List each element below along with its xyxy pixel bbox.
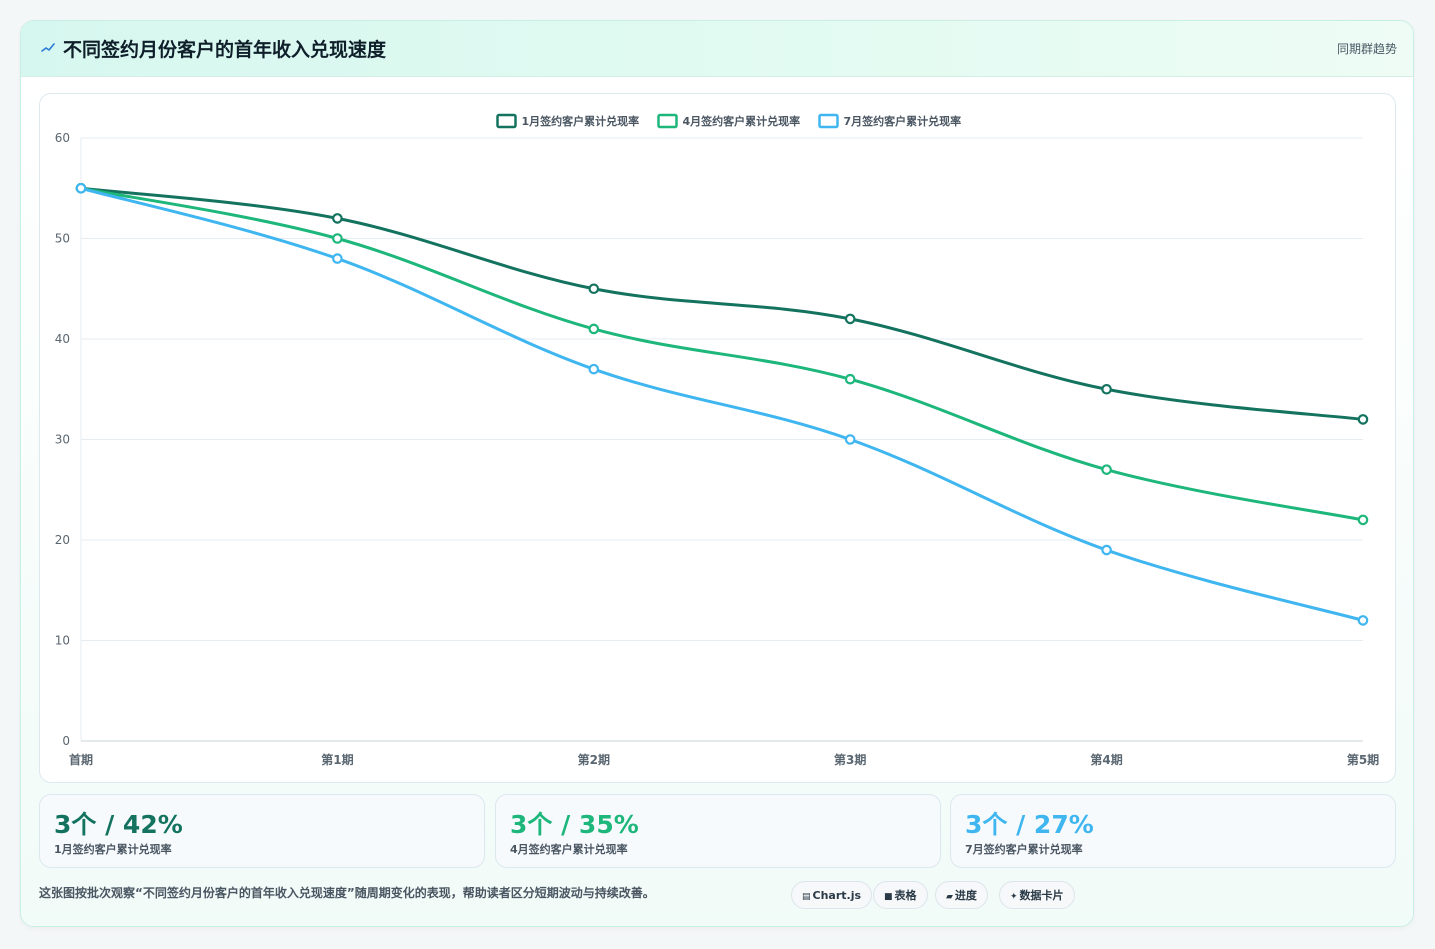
data-point bbox=[1101, 464, 1112, 475]
kpi-row: 3个 / 42% 1月签约客户累计兑现率 3个 / 35% 4月签约客户累计兑现… bbox=[39, 794, 1396, 868]
kpi-label: 1月签约客户累计兑现率 bbox=[54, 843, 172, 856]
data-point bbox=[588, 283, 600, 295]
chart-panel: 0 10 20 30 40 50 60 首期 第1期 第2期 第3期 第4期 第5期 1月签约客户累计兑现… bbox=[39, 93, 1396, 783]
legend-label: 4月签约客户累计兑现率 bbox=[683, 114, 801, 128]
data-point bbox=[844, 434, 856, 445]
chip-label: 数据卡片 bbox=[1019, 889, 1064, 902]
line-chart: 0 10 20 30 40 50 60 首期 第1期 第2期 第3期 第4期 第5期 1月签约客户累计兑现… bbox=[55, 113, 1379, 767]
data-point bbox=[332, 213, 343, 224]
page-title: 不同签约月份客户的首年收入兑现速度 bbox=[63, 39, 387, 61]
chip-chartjs[interactable]: ▤ Chart.js bbox=[791, 881, 873, 909]
chart-card: 不同签约月份客户的首年收入兑现速度 同期群趋势 0 10 20 30 40 50 60 首期 第… bbox=[20, 20, 1414, 927]
kpi-label: 7月签约客户累计兑现率 bbox=[965, 843, 1083, 856]
progress-icon: ▰ bbox=[946, 892, 953, 902]
kpi-value: 3个 / 27% bbox=[965, 810, 1094, 839]
x-tick-label: 第4期 bbox=[1090, 752, 1122, 767]
x-tick-label: 第3期 bbox=[834, 752, 866, 767]
sparkle-icon: ✦ bbox=[1010, 892, 1018, 902]
x-tick-label: 第1期 bbox=[321, 752, 353, 767]
data-point bbox=[1357, 414, 1369, 425]
legend-swatch bbox=[657, 113, 678, 129]
y-tick-label: 40 bbox=[55, 332, 70, 346]
y-tick-label: 50 bbox=[55, 232, 70, 246]
kpi-card-jul: 3个 / 27% 7月签约客户累计兑现率 bbox=[950, 794, 1396, 868]
data-point bbox=[588, 323, 600, 335]
x-tick-label: 首期 bbox=[69, 752, 93, 767]
data-point bbox=[588, 363, 600, 375]
y-tick-label: 60 bbox=[55, 131, 70, 145]
table-icon: ■ bbox=[884, 892, 893, 902]
kpi-card-jan: 3个 / 42% 1月签约客户累计兑现率 bbox=[39, 794, 485, 868]
chip-data-card[interactable]: ✦ 数据卡片 bbox=[999, 881, 1075, 909]
kpi-card-apr: 3个 / 35% 4月签约客户累计兑现率 bbox=[495, 794, 941, 868]
header-tag: 同期群趋势 bbox=[1336, 42, 1397, 56]
y-tick-label: 10 bbox=[55, 634, 70, 648]
x-tick-label: 第5期 bbox=[1347, 752, 1379, 767]
kpi-label: 4月签约客户累计兑现率 bbox=[510, 843, 628, 856]
chip-progress[interactable]: ▰ 进度 bbox=[935, 881, 988, 909]
footer-note: 这张图按批次观察“不同签约月份客户的首年收入兑现速度”随周期变化的表现，帮助读者… bbox=[39, 886, 655, 900]
legend-swatch bbox=[496, 113, 517, 129]
y-tick-label: 30 bbox=[55, 433, 70, 447]
data-point bbox=[332, 253, 343, 264]
chart-icon: ▤ bbox=[802, 892, 811, 902]
legend-label: 7月签约客户累计兑现率 bbox=[844, 114, 962, 128]
data-point bbox=[1357, 514, 1369, 526]
series-line-2 bbox=[79, 186, 1365, 522]
data-point bbox=[75, 182, 87, 194]
card-body: 0 10 20 30 40 50 60 首期 第1期 第2期 第3期 第4期 第5期 1月签约客户累计兑现… bbox=[21, 77, 1413, 926]
series-line-3 bbox=[79, 186, 1365, 622]
data-point bbox=[332, 233, 343, 244]
data-point bbox=[1101, 544, 1112, 556]
y-tick-label: 20 bbox=[55, 533, 70, 547]
legend-label: 1月签约客户累计兑现率 bbox=[522, 114, 640, 128]
data-point bbox=[844, 313, 856, 325]
kpi-value: 3个 / 35% bbox=[510, 810, 639, 839]
data-point bbox=[844, 373, 856, 385]
legend-swatch bbox=[818, 113, 839, 129]
series-line-1 bbox=[79, 186, 1365, 421]
card-header: 不同签约月份客户的首年收入兑现速度 同期群趋势 bbox=[21, 21, 1413, 77]
x-tick-label: 第2期 bbox=[578, 752, 610, 767]
data-point bbox=[1357, 615, 1369, 626]
chip-table[interactable]: ■ 表格 bbox=[873, 881, 928, 909]
trend-icon bbox=[41, 43, 55, 52]
chip-label: Chart.js bbox=[812, 889, 862, 902]
chip-label: 进度 bbox=[954, 889, 977, 902]
data-point bbox=[1101, 383, 1112, 395]
chip-label: 表格 bbox=[894, 889, 917, 902]
y-tick-label: 0 bbox=[62, 734, 70, 748]
kpi-value: 3个 / 42% bbox=[54, 810, 183, 839]
